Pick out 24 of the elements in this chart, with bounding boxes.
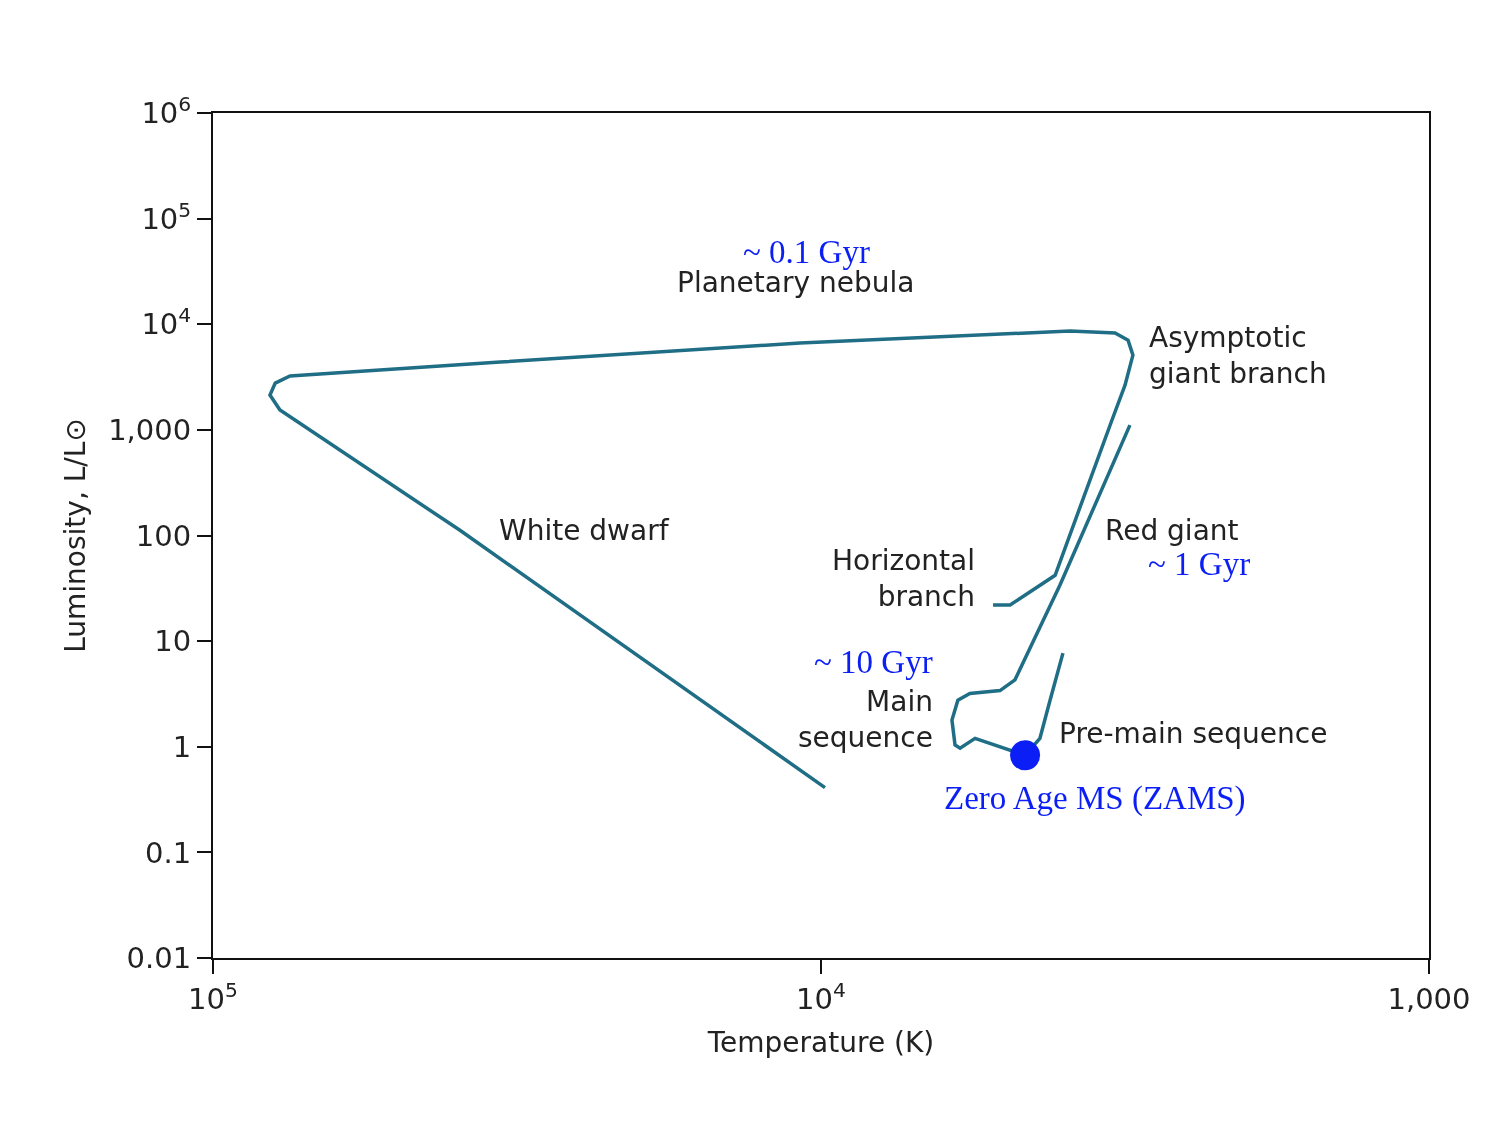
- annotation: Asymptotic giant branch: [1149, 321, 1327, 391]
- annotation: Red giant: [1105, 514, 1239, 547]
- annotation: Main sequence: [798, 685, 933, 755]
- y-tick-label: 10: [154, 624, 192, 659]
- y-tick-label: 0.1: [145, 835, 192, 870]
- x-tick-label: 10$^{5}$: [188, 977, 238, 1016]
- annotation: Zero Age MS (ZAMS): [944, 780, 1246, 817]
- annotation: ~ 0.1 Gyr: [743, 234, 870, 270]
- y-tick-label: 0.01: [126, 941, 192, 976]
- x-axis-title: Temperature (K): [706, 1026, 935, 1060]
- y-tick-label: 100: [135, 518, 192, 553]
- y-tick-label: 10$^{5}$: [141, 197, 192, 236]
- y-tick-label: 1: [172, 729, 192, 764]
- annotation: Horizontal branch: [832, 544, 975, 614]
- annotation: White dwarf: [499, 514, 670, 547]
- annotation: Pre-main sequence: [1059, 717, 1328, 750]
- y-tick-label: 10$^{6}$: [141, 91, 192, 131]
- annotation: ~ 10 Gyr: [814, 644, 933, 680]
- x-tick-label: 1,000: [1387, 981, 1471, 1016]
- y-axis-title: Luminosity, L/L⊙: [59, 418, 93, 653]
- annotation: ~ 1 Gyr: [1148, 546, 1251, 582]
- x-tick-label: 10$^{4}$: [796, 977, 846, 1016]
- y-tick-label: 1,000: [108, 413, 192, 448]
- y-tick-label: 10$^{4}$: [141, 303, 192, 342]
